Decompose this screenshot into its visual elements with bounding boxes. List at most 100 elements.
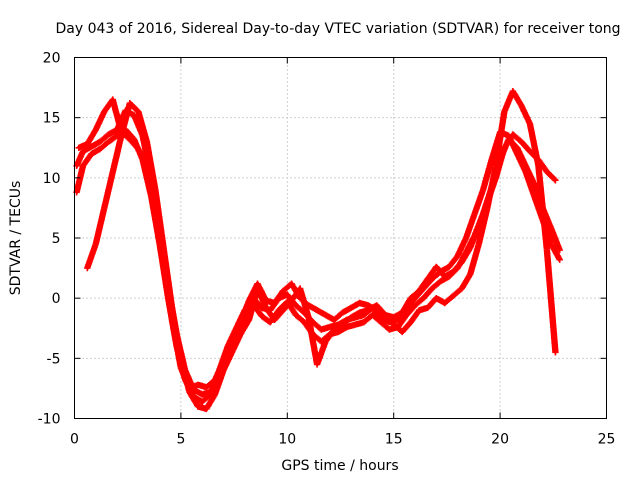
data-point-segment [228, 332, 243, 356]
data-point-segment [79, 151, 94, 169]
data-point-segment [73, 164, 86, 196]
data-point-segment [475, 200, 490, 230]
data-point-segment [211, 358, 227, 384]
data-point-segment [271, 308, 286, 323]
data-point-segment [513, 144, 529, 168]
data-point-segment [203, 377, 217, 391]
data-point-segment [428, 279, 443, 292]
data-point-segment [186, 388, 201, 409]
data-point-segment [84, 127, 99, 148]
data-point-segment [424, 264, 439, 283]
data-point-segment [101, 170, 116, 212]
data-point-segment [292, 311, 307, 325]
data-point-segment [479, 158, 495, 194]
data-point-segment [199, 392, 213, 405]
data-point-segment [279, 298, 294, 314]
x-axis-label: GPS time / hours [281, 458, 398, 474]
data-point-segment [211, 368, 227, 398]
y-axis-ticks: -10 -5 0 5 10 15 20 [38, 51, 607, 428]
data-point-segment [73, 149, 86, 169]
data-point-segment [369, 311, 383, 325]
x-tick-label: 25 [598, 432, 616, 448]
chart-title: Day 043 of 2016, Sidereal Day-to-day VTE… [55, 21, 620, 37]
data-point-segment [399, 320, 413, 336]
data-point-segment [292, 302, 307, 315]
data-point-segment [467, 224, 482, 251]
data-point-segment [262, 304, 277, 322]
data-point-segment [484, 176, 499, 206]
data-point-segment [509, 88, 524, 108]
data-point-segment [84, 242, 99, 272]
data-point-segment [407, 308, 422, 326]
data-point [556, 256, 563, 263]
x-tick-label: 15 [385, 432, 403, 448]
data-point-segment [501, 132, 516, 151]
data-point-segment [143, 162, 159, 210]
data-point-segment [411, 296, 426, 309]
data-point-segment [454, 236, 469, 260]
data-point-segment [203, 392, 218, 413]
data-point-segment [535, 156, 550, 174]
data-point-segment [96, 132, 111, 145]
data-point-segment [96, 139, 111, 153]
data-point-segment [118, 128, 132, 142]
data-point-segment [450, 286, 464, 299]
data-point-segment [135, 145, 150, 168]
data-point-segment [126, 136, 141, 152]
data-point [556, 246, 563, 254]
data-point-segment [339, 315, 354, 328]
data-point-segment [535, 162, 550, 252]
data-point-segment [445, 254, 460, 271]
data-point-segment [220, 339, 235, 364]
data-point-segment [518, 102, 533, 126]
data-point-segment [462, 212, 478, 242]
data-point-segment [313, 339, 329, 368]
y-tick-label: -5 [47, 351, 61, 367]
y-tick-label: 5 [52, 231, 61, 247]
series-track-c [84, 88, 559, 413]
scatter-marks [73, 88, 563, 413]
data-point-segment [420, 286, 435, 302]
x-tick-label: 20 [491, 432, 509, 448]
data-point-segment [450, 259, 465, 275]
y-tick-label: 20 [43, 51, 61, 67]
data-point-segment [288, 280, 303, 301]
data-point-segment [492, 146, 508, 181]
data-point-segment [152, 204, 167, 270]
data-point-segment [330, 310, 345, 323]
x-axis-ticks: 0 5 10 15 20 25 [70, 57, 616, 448]
data-point-segment [441, 293, 456, 307]
data-point-segment [548, 240, 563, 262]
data-point-segment [492, 110, 508, 169]
data-point-segment [399, 296, 414, 316]
data-point-segment [228, 320, 244, 345]
data-point-segment [509, 131, 524, 144]
data-point-segment [143, 138, 159, 192]
data-point-segment [135, 108, 150, 144]
data-point-segment [548, 225, 563, 252]
data-point-segment [237, 317, 252, 338]
data-point-segment [322, 327, 337, 345]
data-point-segment [177, 364, 192, 391]
y-tick-label: 15 [43, 111, 61, 127]
data-point-segment [220, 350, 235, 374]
data-point-segment [543, 246, 559, 354]
data-point-segment [160, 264, 176, 324]
data-point [552, 177, 559, 184]
data-point-segment [237, 298, 252, 326]
series-track-d [75, 96, 559, 392]
y-tick-label: 0 [52, 291, 61, 307]
data-point-segment [169, 319, 184, 370]
data-point-segment [518, 138, 533, 154]
data-point-segment [416, 276, 431, 295]
data-point-segment [407, 288, 422, 302]
y-tick-label: 10 [43, 171, 61, 187]
data-point-segment [526, 148, 541, 162]
y-tick-label: -10 [38, 412, 61, 428]
data-point-segment [296, 295, 311, 308]
x-tick-label: 0 [70, 432, 79, 448]
data-point-segment [471, 188, 486, 218]
data-point-segment [126, 100, 141, 114]
data-point [552, 349, 559, 356]
